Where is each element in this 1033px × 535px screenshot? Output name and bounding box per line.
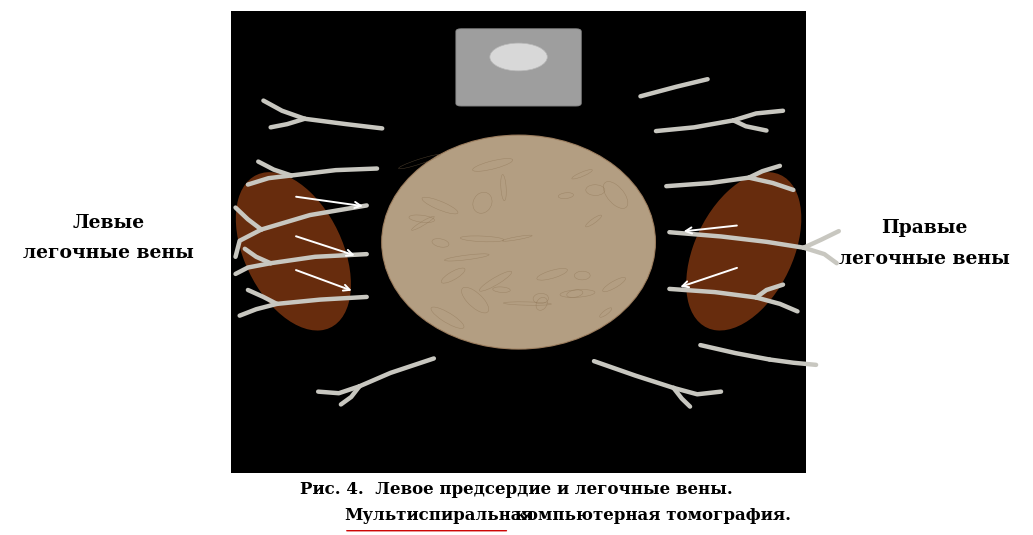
Text: Левые
легочные вены: Левые легочные вены [23,214,194,262]
Ellipse shape [236,172,351,331]
Text: Правые
легочные вены: Правые легочные вены [839,219,1010,268]
Text: Рис. 4.  Левое предсердие и легочные вены.: Рис. 4. Левое предсердие и легочные вены… [301,481,732,498]
Ellipse shape [686,172,802,331]
Text: компьютерная томография.: компьютерная томография. [509,507,791,524]
Ellipse shape [382,135,655,349]
Text: Мультиспиральная: Мультиспиральная [344,507,534,524]
FancyBboxPatch shape [456,29,582,106]
Bar [231,11,806,473]
Ellipse shape [490,43,547,71]
